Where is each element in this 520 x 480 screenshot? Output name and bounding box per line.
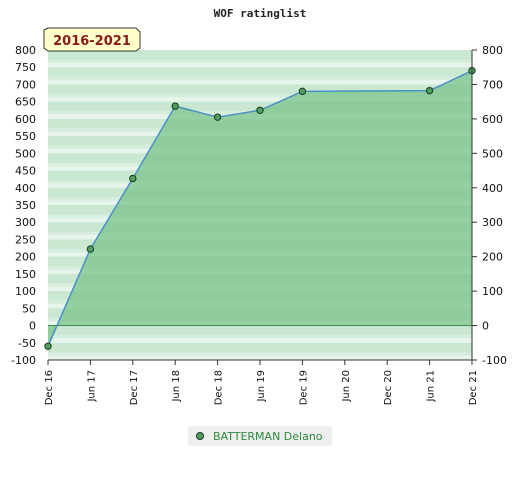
period-label: 2016-2021 bbox=[53, 34, 131, 49]
right-tick-label: 600 bbox=[482, 113, 503, 126]
left-tick-label: 700 bbox=[15, 78, 36, 91]
band-stripe bbox=[48, 335, 472, 339]
band-stripe bbox=[48, 76, 472, 81]
band-stripe bbox=[48, 59, 472, 63]
x-tick-label: Jun 21 bbox=[426, 370, 437, 403]
right-tick-label: 800 bbox=[482, 44, 503, 57]
band-stripe bbox=[48, 67, 472, 77]
left-tick-label: 300 bbox=[15, 216, 36, 229]
x-tick-label: Dec 21 bbox=[468, 370, 479, 405]
chart-title: WOF ratinglist bbox=[214, 7, 307, 20]
right-tick-label: -100 bbox=[482, 354, 507, 367]
left-tick-label: 200 bbox=[15, 251, 36, 264]
left-tick-label: 100 bbox=[15, 285, 36, 298]
right-tick-label: 700 bbox=[482, 78, 503, 91]
right-y-axis: -100 0 100 200 300 400 500 600 700 800 bbox=[471, 44, 507, 367]
x-tick-label: Dec 19 bbox=[298, 370, 309, 405]
data-point bbox=[256, 106, 264, 114]
left-tick-label: 750 bbox=[15, 61, 36, 74]
legend-label: BATTERMAN Delano bbox=[213, 430, 323, 443]
right-tick-label: 0 bbox=[482, 320, 489, 333]
period-badge: 2016-2021 bbox=[43, 27, 141, 52]
legend-marker bbox=[196, 432, 204, 440]
left-y-axis: -100 -50 0 50 100 150 200 250 300 350 400 450 500 550… bbox=[11, 44, 36, 367]
right-tick-label: 500 bbox=[482, 147, 503, 160]
left-tick-label: 250 bbox=[15, 233, 36, 246]
left-tick-label: 0 bbox=[29, 320, 36, 333]
x-tick-label: Dec 17 bbox=[129, 370, 140, 405]
left-tick-label: 800 bbox=[15, 44, 36, 57]
x-tick-label: Jun 18 bbox=[171, 370, 182, 403]
data-point bbox=[213, 113, 222, 121]
x-tick-label: Jun 20 bbox=[341, 370, 352, 403]
left-tick-label: 500 bbox=[15, 147, 36, 160]
data-point bbox=[425, 86, 434, 95]
left-tick-label: -100 bbox=[11, 354, 36, 367]
x-tick-label: Dec 16 bbox=[44, 370, 55, 405]
band-stripe bbox=[48, 84, 472, 94]
right-tick-label: 400 bbox=[482, 182, 503, 195]
left-tick-label: 400 bbox=[15, 182, 36, 195]
band-stripe bbox=[48, 352, 472, 356]
band-stripe bbox=[48, 342, 472, 353]
left-tick-label: -50 bbox=[18, 337, 36, 350]
left-tick-label: 50 bbox=[22, 302, 36, 315]
data-point bbox=[86, 245, 95, 253]
band-stripe bbox=[48, 325, 472, 336]
x-tick-label: Jun 17 bbox=[86, 370, 97, 403]
data-point bbox=[298, 87, 307, 96]
x-tick-label: Dec 18 bbox=[214, 370, 225, 405]
left-tick-label: 650 bbox=[15, 96, 36, 109]
band-stripe bbox=[48, 50, 472, 60]
band-stripe bbox=[48, 93, 472, 98]
right-tick-label: 100 bbox=[482, 285, 503, 298]
left-tick-label: 350 bbox=[15, 199, 36, 212]
right-tick-label: 200 bbox=[482, 251, 503, 264]
left-tick-label: 150 bbox=[15, 268, 36, 281]
x-tick-label: Dec 20 bbox=[383, 370, 394, 405]
series-area bbox=[48, 70, 472, 347]
x-axis: Dec 16 Jun 17 Dec 17 Jun 18 Dec 18 Jun 19 Dec … bbox=[44, 359, 479, 405]
left-tick-label: 450 bbox=[15, 165, 36, 178]
band-stripe bbox=[48, 101, 472, 112]
legend: BATTERMAN Delano bbox=[188, 426, 332, 446]
data-point bbox=[129, 174, 137, 183]
x-tick-label: Jun 19 bbox=[256, 370, 267, 403]
left-tick-label: 600 bbox=[15, 113, 36, 126]
data-point bbox=[171, 102, 179, 110]
left-tick-label: 550 bbox=[15, 130, 36, 143]
data-point bbox=[44, 342, 52, 350]
right-tick-label: 300 bbox=[482, 216, 503, 229]
